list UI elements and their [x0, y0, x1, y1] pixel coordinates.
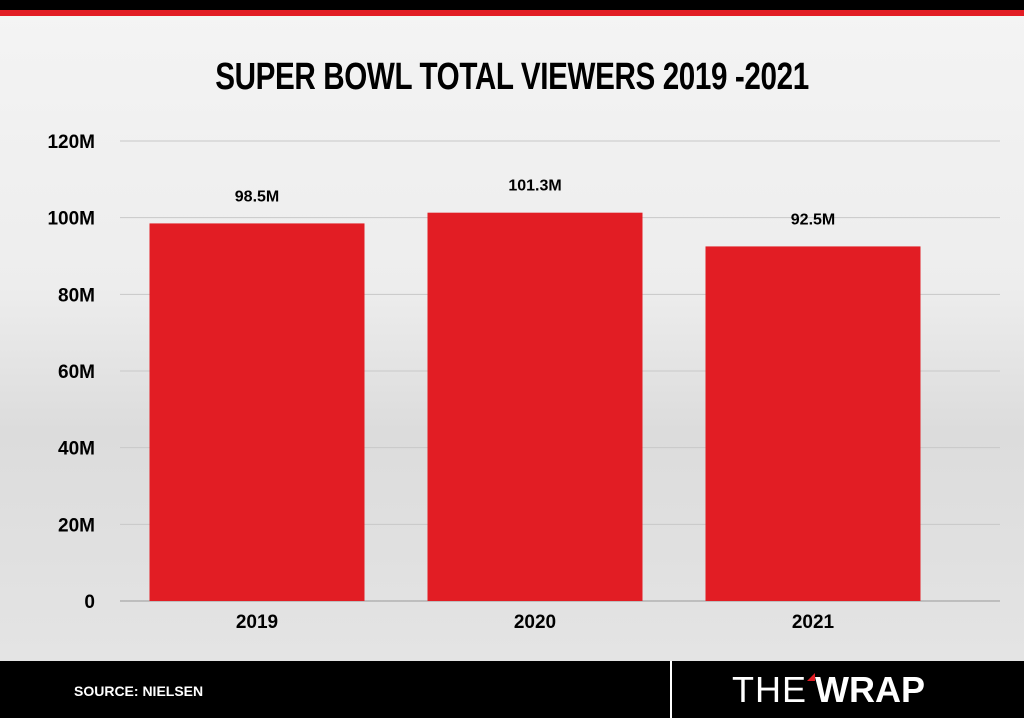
data-label: 92.5M	[791, 211, 835, 228]
x-tick-label: 2020	[514, 612, 556, 633]
data-label: 101.3M	[508, 178, 561, 195]
y-tick-label: 20M	[58, 515, 95, 536]
y-tick-label: 100M	[47, 209, 95, 230]
footer: SOURCE: NIELSEN THE WRAP	[0, 661, 1024, 718]
logo-wrap: WRAP	[815, 669, 925, 710]
y-tick-label: 60M	[58, 362, 95, 383]
top-black-bar	[0, 0, 1024, 10]
footer-divider	[670, 661, 672, 718]
y-tick-label: 40M	[58, 439, 95, 460]
top-red-bar	[0, 10, 1024, 16]
thewrap-logo: THE WRAP	[732, 669, 925, 711]
source-label: SOURCE: NIELSEN	[74, 683, 204, 699]
bar-2021	[705, 246, 921, 601]
data-label: 98.5M	[235, 188, 279, 205]
bar-2019	[149, 223, 365, 601]
logo-red-mark	[807, 673, 815, 681]
y-tick-label: 0	[84, 592, 95, 613]
bar-chart: 0 20M 40M 60M 80M 100M 120M 98.5M 2019 101.3M 2020…	[47, 132, 1000, 633]
y-tick-label: 80M	[58, 285, 95, 306]
x-tick-label: 2019	[236, 612, 278, 633]
x-tick-label: 2021	[792, 612, 835, 633]
y-tick-label: 120M	[47, 132, 95, 153]
chart-title: SUPER BOWL TOTAL VIEWERS 2019 -2021	[215, 56, 809, 98]
bar-2020	[427, 212, 643, 601]
logo-the: THE	[732, 669, 807, 710]
